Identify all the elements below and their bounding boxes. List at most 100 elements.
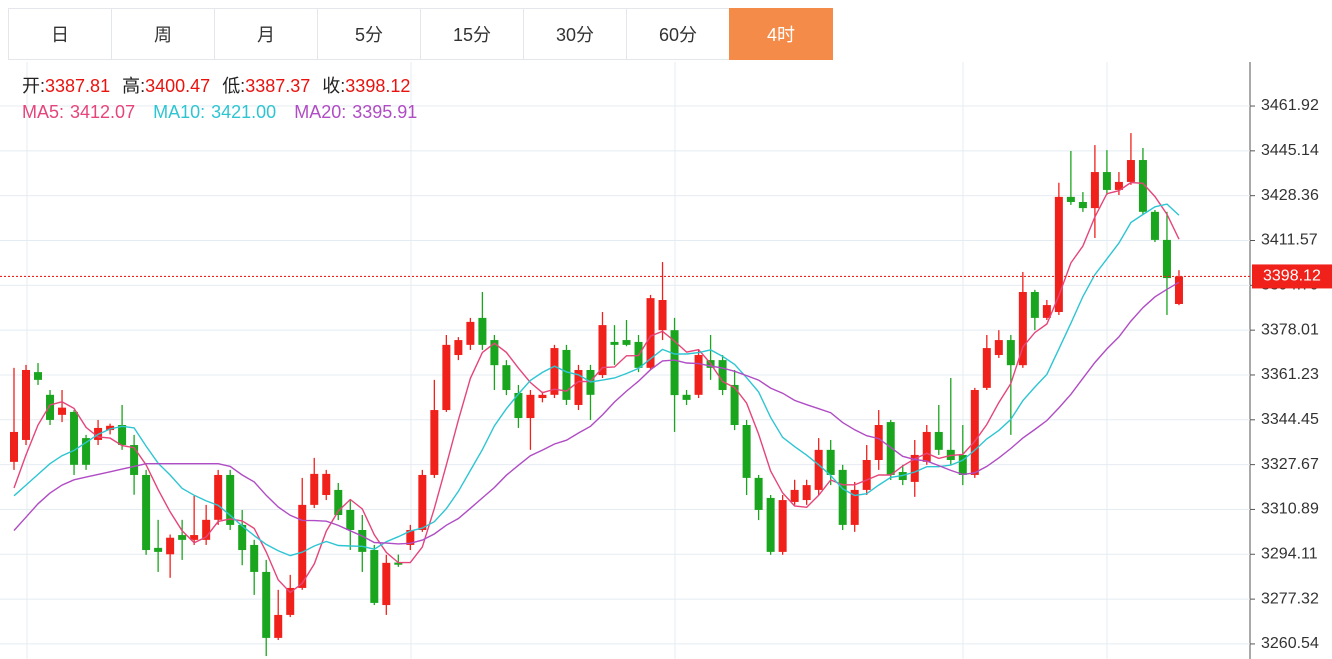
period-tab[interactable]: 日 — [8, 8, 112, 60]
candle-body — [778, 500, 787, 552]
candle-body — [286, 587, 295, 615]
candle-body — [1030, 291, 1039, 318]
candle-body — [766, 497, 775, 552]
candle-body — [142, 474, 151, 551]
quote-label: 高: — [122, 76, 145, 96]
candle-body — [670, 330, 679, 396]
candle-body — [514, 392, 523, 419]
candle-body — [562, 349, 571, 400]
candle-body — [958, 454, 967, 475]
ma-line — [13, 203, 1180, 557]
candle-body — [202, 519, 211, 540]
candle-body — [1042, 305, 1051, 318]
candle-body — [58, 407, 67, 415]
candle-body — [190, 535, 199, 540]
candle-body — [250, 544, 259, 572]
candle-body — [622, 340, 631, 345]
quote-label: 开: — [22, 76, 45, 96]
period-tab[interactable]: 60分 — [626, 8, 730, 60]
quote-value: 3400.47 — [145, 76, 210, 96]
quote-value: 3387.81 — [45, 76, 110, 96]
quote-value: 3387.37 — [245, 76, 310, 96]
candle-body — [1006, 340, 1015, 366]
candle-body — [346, 509, 355, 530]
period-tabs: 日周月 5分 15分 30分 60分 4时 — [8, 8, 833, 61]
candle-body — [334, 489, 343, 516]
candle-body — [1078, 201, 1087, 209]
candle-body — [802, 485, 811, 501]
candle-body — [610, 341, 619, 345]
candle-body — [226, 474, 235, 525]
ma-legend: MA5: 3412.07 MA10: 3421.00 MA20: 3395.91 — [22, 102, 417, 122]
candle-body — [1126, 160, 1135, 182]
candle-body — [214, 474, 223, 520]
period-tab[interactable]: 30分 — [523, 8, 627, 60]
candle-body — [466, 321, 475, 345]
candle-body — [394, 562, 403, 565]
candle-body — [538, 394, 547, 399]
candle-body — [298, 504, 307, 588]
candle-body — [982, 348, 991, 388]
candle-body — [874, 425, 883, 460]
candle-body — [478, 317, 487, 345]
candle-body — [682, 394, 691, 400]
ma-line — [13, 181, 1180, 594]
candle-body — [718, 360, 727, 391]
candle-body — [1090, 172, 1099, 209]
candle-body — [910, 454, 919, 482]
candle-body — [262, 571, 271, 638]
candle-body — [742, 425, 751, 478]
legend-value: 3412.07 — [70, 102, 135, 122]
legend-value: 3421.00 — [211, 102, 276, 122]
candle-body — [1066, 196, 1075, 202]
y-tick-label: 3461.92 — [1261, 97, 1319, 114]
candle-body — [490, 340, 499, 366]
candle-body — [106, 425, 115, 431]
candle-body — [550, 348, 559, 395]
candle-body — [994, 340, 1003, 356]
quote-label: 收: — [322, 76, 345, 96]
candle-body — [826, 449, 835, 475]
candle-body — [1162, 239, 1171, 279]
candle-body — [418, 474, 427, 530]
candle-body — [358, 529, 367, 552]
last-price-label: 3398.12 — [1263, 268, 1321, 285]
candle-body — [154, 547, 163, 552]
candle-body — [658, 299, 667, 331]
candle-body — [406, 529, 415, 545]
candle-body — [574, 369, 583, 405]
legend-name: MA10: — [153, 102, 205, 122]
candle-body — [382, 562, 391, 606]
candle-body — [526, 394, 535, 419]
candle-body — [118, 425, 127, 446]
candle-body — [598, 325, 607, 376]
quote-header: 开:3387.81 高:3400.47 低:3387.37 收:3398.12 — [22, 76, 410, 96]
last-price-box — [1252, 264, 1332, 289]
candle-body — [646, 298, 655, 368]
candle-body — [130, 445, 139, 475]
candle-body — [694, 355, 703, 395]
candle-body — [430, 410, 439, 475]
period-tab[interactable]: 4时 — [729, 8, 833, 60]
candle-body — [238, 524, 247, 551]
y-tick-label: 3428.36 — [1261, 187, 1319, 204]
period-tab[interactable]: 5分 — [317, 8, 421, 60]
candle-body — [814, 449, 823, 490]
period-tab[interactable]: 15分 — [420, 8, 524, 60]
candle-body — [502, 365, 511, 391]
candle-body — [1102, 172, 1111, 190]
candle-body — [82, 438, 91, 465]
ma-line — [13, 281, 1180, 545]
y-tick-label: 3327.67 — [1261, 456, 1319, 473]
candle-body — [886, 422, 895, 475]
candle-body — [166, 537, 175, 555]
candle-body — [1114, 181, 1123, 190]
candle-body — [838, 469, 847, 525]
period-tab[interactable]: 月 — [214, 8, 318, 60]
candle-body — [454, 340, 463, 356]
period-tab[interactable]: 周 — [111, 8, 215, 60]
candle-body — [922, 431, 931, 462]
candle-body — [310, 473, 319, 505]
candle-body — [934, 431, 943, 450]
